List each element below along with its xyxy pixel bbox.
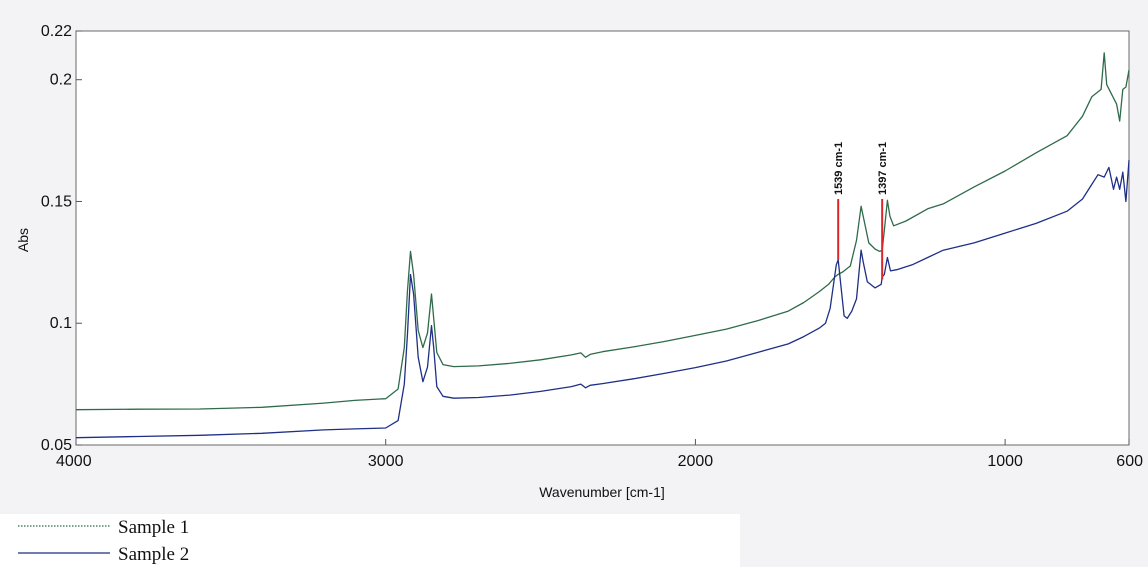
peak-marker-label: 1397 cm-1 — [877, 142, 889, 195]
x-tick-label: 3000 — [368, 453, 404, 470]
x-tick-label: 600 — [1116, 453, 1143, 470]
series-line-sample-2 — [75, 160, 1130, 439]
legend-label-sample-1: Sample 1 — [118, 517, 189, 538]
y-axis-title: Abs — [15, 228, 31, 252]
y-tick-label: 0.05 — [41, 437, 72, 454]
plot-area — [75, 30, 1130, 446]
x-tick-label: 4000 — [56, 453, 92, 470]
y-tick-label: 0.22 — [41, 23, 72, 40]
y-tick-label: 0.15 — [41, 193, 72, 210]
x-tick-label: 1000 — [987, 453, 1023, 470]
y-axis: 0.05 0.1 0.15 0.2 0.22 — [41, 23, 82, 454]
y-tick-label: 0.1 — [50, 315, 72, 332]
annotations: 1539 cm-1 1397 cm-1 — [833, 142, 889, 280]
legend-box — [0, 514, 740, 567]
legend-label-sample-2: Sample 2 — [118, 544, 189, 565]
series-layer — [75, 52, 1130, 439]
x-axis-title: Wavenumber [cm-1] — [539, 484, 665, 500]
x-tick-label: 2000 — [678, 453, 714, 470]
peak-marker-label: 1539 cm-1 — [833, 142, 845, 195]
x-axis: 4000 3000 2000 1000 600 — [56, 439, 1143, 470]
y-tick-label: 0.2 — [50, 72, 72, 89]
legend-entry-sample-2: Sample 2 — [18, 544, 189, 565]
series-line-sample-1 — [75, 52, 1130, 411]
legend-entry-sample-1: Sample 1 — [18, 517, 189, 538]
legend: Sample 1 Sample 2 — [18, 517, 189, 565]
